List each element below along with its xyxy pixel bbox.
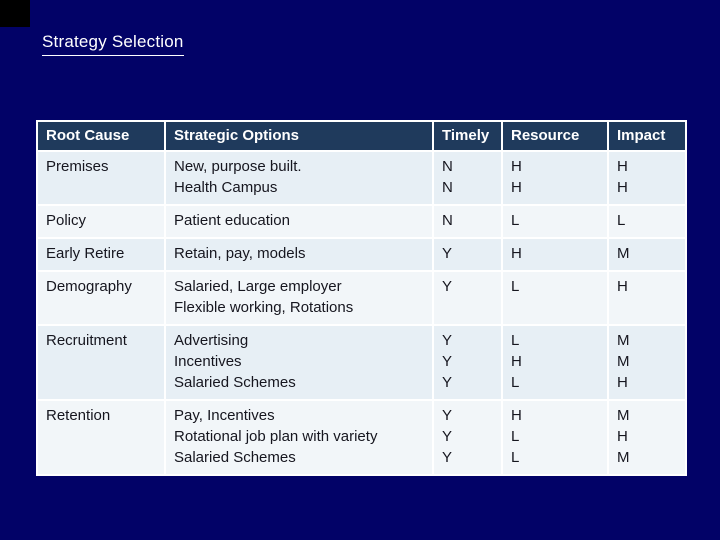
root-cause-cell: Recruitment <box>36 324 166 401</box>
header-root-cause: Root Cause <box>36 120 166 152</box>
header-strategic-options: Strategic Options <box>164 120 434 152</box>
root-cause-cell: Demography <box>36 270 166 326</box>
table-row: Retention Pay, Incentives Rotational job … <box>36 399 687 476</box>
table-row: Early Retire Retain, pay, models Y H M <box>36 237 687 272</box>
timely-cell: Y <box>432 270 503 326</box>
impact-cell: M <box>607 237 687 272</box>
strategy-table: Root Cause Strategic Options Timely Reso… <box>36 120 687 476</box>
timely-cell: Y <box>432 237 503 272</box>
impact-cell: H <box>607 270 687 326</box>
timely-cell: N <box>432 204 503 239</box>
header-resource: Resource <box>501 120 609 152</box>
resource-cell: L <box>501 204 609 239</box>
timely-cell: N N <box>432 150 503 206</box>
strategic-options-cell: Patient education <box>164 204 434 239</box>
strategic-options-cell: Retain, pay, models <box>164 237 434 272</box>
resource-cell: L <box>501 270 609 326</box>
strategic-options-cell: Advertising Incentives Salaried Schemes <box>164 324 434 401</box>
slide-title: Strategy Selection <box>42 32 184 56</box>
timely-cell: Y Y Y <box>432 324 503 401</box>
resource-cell: H <box>501 237 609 272</box>
table-row: Demography Salaried, Large employer Flexi… <box>36 270 687 326</box>
impact-cell: H H <box>607 150 687 206</box>
strategic-options-cell: New, purpose built. Health Campus <box>164 150 434 206</box>
table-row: Premises New, purpose built. Health Campu… <box>36 150 687 206</box>
strategy-table-body: Premises New, purpose built. Health Campu… <box>36 150 687 476</box>
timely-cell: Y Y Y <box>432 399 503 476</box>
root-cause-cell: Retention <box>36 399 166 476</box>
root-cause-cell: Early Retire <box>36 237 166 272</box>
root-cause-cell: Policy <box>36 204 166 239</box>
header-timely: Timely <box>432 120 503 152</box>
table-row: Policy Patient education N L L <box>36 204 687 239</box>
impact-cell: L <box>607 204 687 239</box>
resource-cell: H H <box>501 150 609 206</box>
resource-cell: L H L <box>501 324 609 401</box>
strategic-options-cell: Pay, Incentives Rotational job plan with… <box>164 399 434 476</box>
table-row: Recruitment Advertising Incentives Salari… <box>36 324 687 401</box>
impact-cell: M M H <box>607 324 687 401</box>
strategic-options-cell: Salaried, Large employer Flexible workin… <box>164 270 434 326</box>
impact-cell: M H M <box>607 399 687 476</box>
header-impact: Impact <box>607 120 687 152</box>
table-header-row: Root Cause Strategic Options Timely Reso… <box>36 120 687 152</box>
corner-decoration <box>0 0 30 27</box>
root-cause-cell: Premises <box>36 150 166 206</box>
resource-cell: H L L <box>501 399 609 476</box>
